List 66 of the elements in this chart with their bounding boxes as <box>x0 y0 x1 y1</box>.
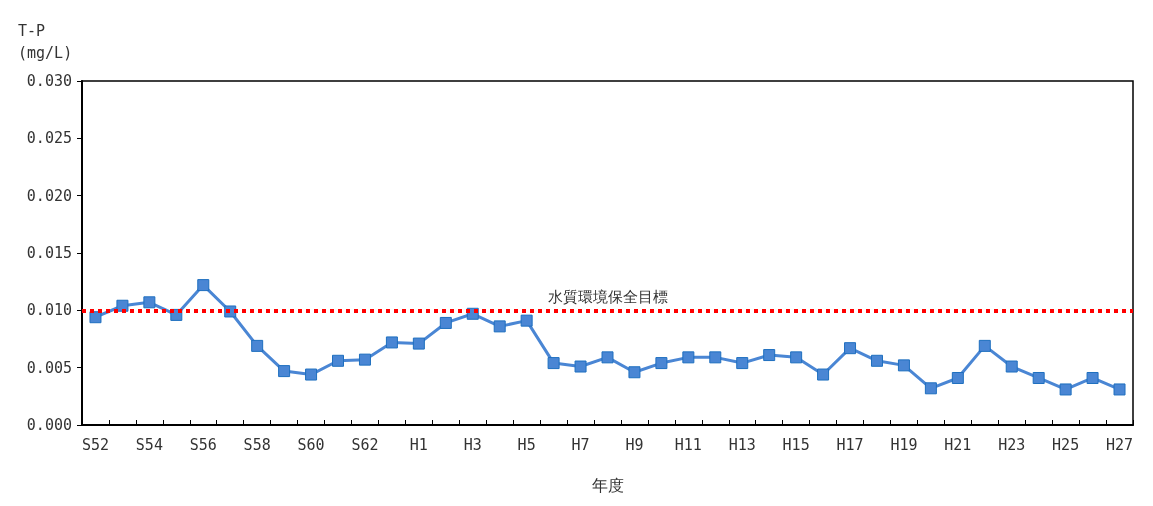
point <box>1086 371 1099 384</box>
x-tick-label: H21 <box>944 435 972 454</box>
x-tick-label: H27 <box>1105 435 1134 454</box>
y-tick-label: 0.025 <box>26 129 72 148</box>
point <box>682 351 695 364</box>
y-tick-label: 0.010 <box>26 301 72 320</box>
point <box>251 339 264 352</box>
point <box>332 354 345 367</box>
y-tick-label: 0.030 <box>26 72 72 90</box>
point <box>574 360 587 373</box>
point <box>601 351 614 364</box>
point <box>1059 383 1072 396</box>
x-tick-label: H5 <box>517 435 536 454</box>
x-tick-label: S54 <box>135 435 163 454</box>
point <box>951 371 964 384</box>
x-tick-label: H9 <box>625 435 644 454</box>
point <box>520 314 533 327</box>
point <box>1113 383 1126 396</box>
point <box>439 316 452 329</box>
point <box>844 342 857 355</box>
point <box>763 349 776 362</box>
point <box>385 336 398 349</box>
y-tick-label: 0.005 <box>26 358 72 377</box>
point <box>547 357 560 370</box>
x-tick-label: H15 <box>782 435 810 454</box>
point <box>197 279 210 292</box>
x-tick-label: H17 <box>836 435 864 454</box>
point <box>736 357 749 370</box>
point <box>1005 360 1018 373</box>
point <box>924 382 937 395</box>
x-tick-label: H11 <box>674 435 702 454</box>
point <box>358 353 371 366</box>
x-tick-label: H13 <box>728 435 756 454</box>
x-tick-label: S56 <box>189 435 217 454</box>
y-tick-label: 0.015 <box>26 244 72 262</box>
y-tick-label: 0.020 <box>26 186 72 205</box>
point <box>89 311 102 324</box>
point <box>817 368 830 381</box>
x-axis-title: 年度 <box>591 475 624 495</box>
y-axis-title: T-P (mg/L) <box>18 22 73 62</box>
point <box>790 351 803 364</box>
point <box>116 299 129 312</box>
point <box>897 359 910 372</box>
x-tick-label: H19 <box>890 435 918 454</box>
point <box>709 351 722 364</box>
point <box>978 339 991 352</box>
point <box>628 366 641 379</box>
x-tick-label: S58 <box>243 435 271 454</box>
x-tick-label: H25 <box>1052 435 1080 454</box>
x-tick-label: S52 <box>81 435 110 454</box>
point <box>870 354 883 367</box>
point <box>278 365 291 378</box>
point <box>655 357 668 370</box>
point <box>493 320 506 333</box>
point <box>305 368 318 381</box>
x-tick-label: S60 <box>297 435 325 454</box>
ref-line-label: 水質環境保全目標 <box>547 287 668 306</box>
y-tick-label: 0.000 <box>26 416 72 434</box>
point <box>143 296 156 309</box>
x-tick-label: H1 <box>409 435 428 454</box>
point <box>1032 371 1045 384</box>
x-tick-label: H3 <box>463 435 482 454</box>
x-tick-label: S62 <box>351 435 379 454</box>
point <box>412 337 425 350</box>
x-tick-label: H23 <box>998 435 1026 454</box>
x-tick-label: H7 <box>571 435 590 454</box>
